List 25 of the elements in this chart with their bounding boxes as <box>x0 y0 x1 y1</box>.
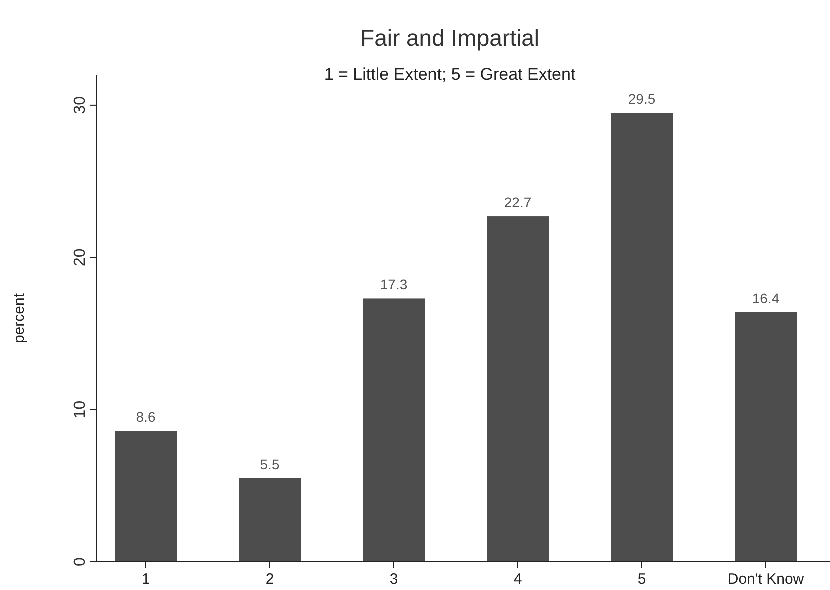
bar <box>363 298 425 562</box>
y-tick-label: 20 <box>72 248 89 267</box>
chart-subtitle: 1 = Little Extent; 5 = Great Extent <box>324 65 576 84</box>
bar <box>735 312 797 562</box>
x-tick-label: 3 <box>390 571 398 588</box>
data-label: 17.3 <box>380 276 408 293</box>
bar <box>239 478 301 562</box>
y-tick-label: 30 <box>72 96 89 114</box>
bar <box>115 431 177 562</box>
y-axis-title: percent <box>11 292 28 344</box>
bar <box>611 113 673 562</box>
data-label: 5.5 <box>260 456 280 472</box>
x-tick-label: 5 <box>638 571 646 588</box>
y-tick-label: 10 <box>72 400 89 419</box>
data-label: 16.4 <box>752 290 780 306</box>
x-tick-label: Don't Know <box>728 571 804 588</box>
y-tick-label: 0 <box>72 557 89 566</box>
bar <box>487 216 549 562</box>
x-tick-label: 4 <box>514 571 522 588</box>
data-label: 22.7 <box>504 194 532 211</box>
chart-title: Fair and Impartial <box>360 25 540 51</box>
data-label: 29.5 <box>628 91 656 108</box>
x-tick-label: 2 <box>266 571 274 588</box>
x-tick-label: 1 <box>142 571 150 588</box>
data-label: 8.6 <box>136 409 156 426</box>
